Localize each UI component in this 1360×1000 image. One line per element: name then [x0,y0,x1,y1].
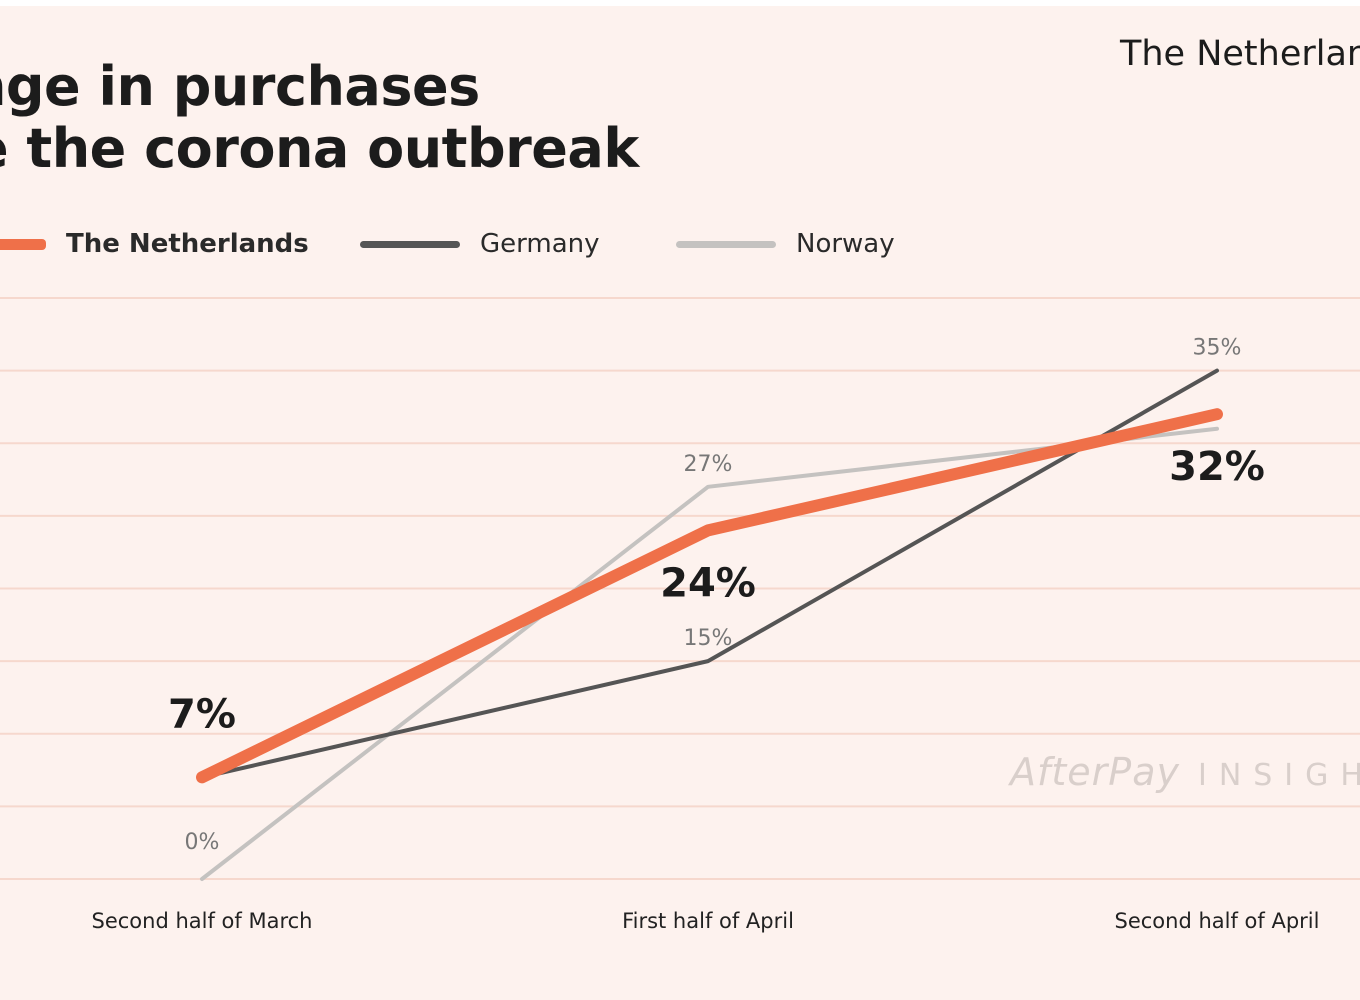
line-chart: Second half of March First half of April S… [0,297,1360,933]
series-line-norway [200,426,1219,881]
x-tick-label: Second half of April [1115,909,1320,933]
afterpay-insights-watermark: AfterPay INSIGHTS [1010,750,1360,794]
legend-item-netherlands: The Netherlands [0,224,309,264]
legend-swatch-netherlands [0,238,46,250]
x-tick-label: Second half of March [92,909,313,933]
data-label: 32% [1169,444,1265,490]
title-line-2: e the corona outbreak [0,117,639,180]
title-line-1: ange in purchases [0,55,480,118]
chart-canvas: ange in purchases e the corona outbreak … [0,6,1360,1000]
legend-label-netherlands: The Netherlands [66,229,309,259]
legend-item-germany: Germany [360,224,600,264]
legend-swatch-germany [360,240,460,248]
legend-label-norway: Norway [796,229,895,259]
data-label: 27% [684,452,733,477]
x-tick-label: First half of April [622,909,794,933]
chart-title: ange in purchases e the corona outbreak [0,56,639,180]
data-label: 0% [185,830,220,855]
series-line-germany [200,368,1219,780]
legend-swatch-norway [676,240,776,248]
watermark-suffix: INSIGHTS [1197,758,1360,793]
data-label: 7% [168,691,236,737]
country-label: The Netherlands [1120,34,1360,74]
watermark-brand: AfterPay [1010,750,1180,794]
legend-label-germany: Germany [480,229,600,259]
data-label: 15% [684,626,733,651]
series-line-the-netherlands [196,408,1223,784]
data-label: 35% [1193,336,1242,361]
legend-item-norway: Norway [676,224,895,264]
data-label: 24% [660,560,756,606]
